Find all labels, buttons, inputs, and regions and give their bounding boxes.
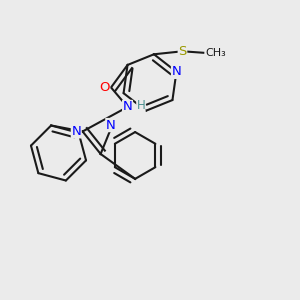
Text: S: S	[178, 45, 187, 58]
Text: N: N	[172, 65, 181, 78]
Text: N: N	[71, 125, 81, 138]
Text: H: H	[136, 99, 145, 112]
Text: N: N	[123, 100, 132, 113]
Text: CH₃: CH₃	[205, 48, 226, 58]
Text: O: O	[99, 81, 110, 94]
Text: N: N	[106, 118, 116, 131]
